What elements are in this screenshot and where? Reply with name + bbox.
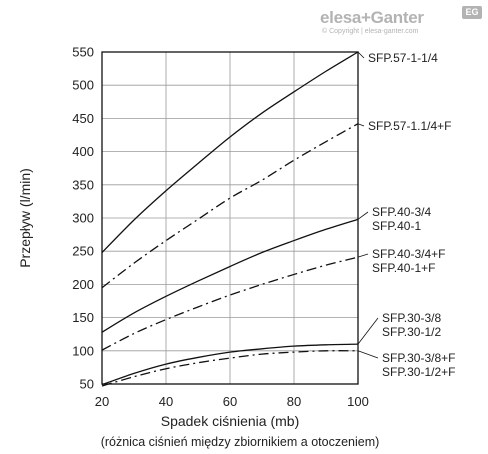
series-label: SFP.30-3/8: [382, 311, 441, 325]
plot-frame: [101, 51, 359, 385]
x-tick-label: 20: [95, 394, 109, 409]
series-leader-line: [357, 51, 365, 59]
y-tick-label: 400: [72, 144, 94, 159]
series-leader-line: [357, 253, 369, 258]
y-tick-label: 200: [72, 277, 94, 292]
x-axis-note: (różnica ciśnień między zbiornikiem a ot…: [101, 435, 380, 449]
y-tick-label: 550: [72, 45, 94, 60]
y-tick-label: 100: [72, 343, 94, 358]
series-label: SFP.30-1/2: [382, 325, 441, 339]
logo-copyright: © Copyright | elesa-ganter.com: [322, 28, 419, 35]
series-leader-line: [357, 123, 365, 127]
series-line-6: [101, 350, 359, 387]
series-layer: [101, 51, 359, 387]
series-line-5: [101, 343, 359, 386]
series-label: SFP.40-1: [372, 219, 421, 233]
y-tick-label: 150: [72, 310, 94, 325]
y-tick-label: 50: [80, 377, 94, 392]
y-tick-label: 250: [72, 244, 94, 259]
series-label: SFP.30-1/2+F: [382, 365, 456, 379]
y-tick-label: 450: [72, 111, 94, 126]
series-line-1: [101, 51, 359, 253]
series-leader-line: [357, 211, 369, 220]
series-label: SFP.57-1-1/4: [368, 51, 438, 65]
series-leader-line: [357, 350, 379, 359]
x-tick-label: 80: [287, 394, 301, 409]
y-tick-label: 350: [72, 177, 94, 192]
x-tick-label: 100: [347, 394, 369, 409]
x-tick-label: 60: [223, 394, 237, 409]
series-label: SFP.57-1.1/4+F: [368, 119, 452, 133]
series-label: SFP.40-3/4+F: [372, 247, 446, 261]
series-label: SFP.30-3/8+F: [382, 351, 456, 365]
y-tick-label: 500: [72, 78, 94, 93]
logo-brand-text: elesa+Ganter: [320, 8, 424, 27]
series-label: SFP.40-1+F: [372, 261, 435, 275]
series-annotations: SFP.57-1-1/4SFP.57-1.1/4+FSFP.40-3/4SFP.…: [357, 51, 456, 379]
y-tick-label: 300: [72, 211, 94, 226]
series-line-3: [101, 218, 359, 333]
y-axis-title: Przepływ (l/min): [17, 168, 33, 268]
x-axis-title: Spadek ciśnienia (mb): [161, 413, 300, 429]
grid: [101, 51, 359, 385]
series-label: SFP.40-3/4: [372, 205, 431, 219]
tick-labels: 50 100 150 200 250 300 350 400 450 500 550 20 40 60 80…: [72, 45, 369, 410]
elesa-ganter-logo: elesa+Ganter EG © Copyright | elesa-gant…: [318, 6, 484, 38]
series-leader-line: [357, 317, 379, 345]
series-line-4: [101, 256, 359, 351]
x-tick-label: 40: [159, 394, 173, 409]
logo-badge: EG: [462, 6, 482, 19]
